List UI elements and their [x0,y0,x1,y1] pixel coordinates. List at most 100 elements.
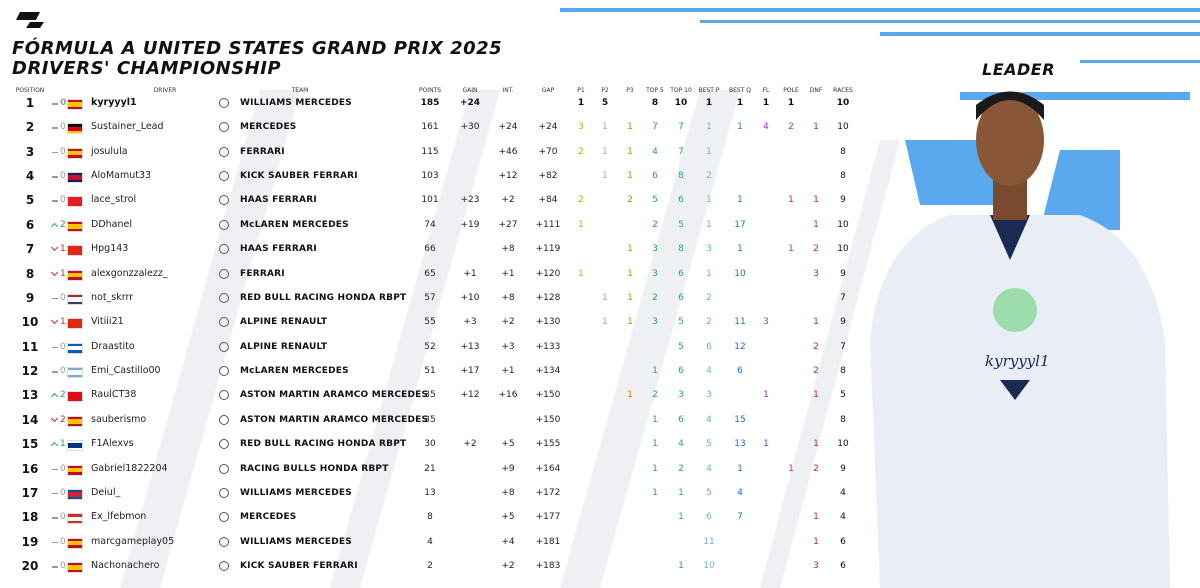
trend-icon [52,103,58,105]
interval: +27 [498,219,518,230]
leader-label: LEADER [982,60,1056,79]
races: 10 [837,122,849,133]
interval: +8 [501,292,515,303]
team-logo [219,390,229,401]
races: 5 [840,390,846,401]
column-header: GAIN [462,87,478,94]
top10: 6 [678,292,684,303]
top5: 6 [652,171,658,182]
team: RED BULL RACING HONDA RBPT [240,292,407,303]
gap: +130 [535,317,561,328]
column-header: TEAM [291,87,309,94]
p2: 1 [602,122,608,133]
driver: Sustainer_Lead [91,121,164,133]
team: RACING BULLS HONDA RBPT [240,463,389,474]
driver: josulula [91,145,128,157]
best-p: 3 [706,244,712,255]
gain: +30 [460,122,480,133]
gain: +1 [463,268,477,279]
p2: 5 [601,98,609,108]
position: 19 [21,534,39,549]
flag [67,440,83,452]
best-p: 10 [703,561,715,572]
p2: 1 [602,317,608,328]
gap: +150 [535,414,561,425]
interval: +4 [501,536,515,547]
p1: 1 [577,98,585,108]
top5: 2 [652,390,658,401]
interval: +3 [501,341,515,352]
position: 4 [25,169,35,184]
top10: 8 [678,244,684,255]
change: 0 [60,512,66,523]
gain: +24 [459,98,481,108]
change: 0 [60,487,66,498]
team: WILLIAMS MERCEDES [240,98,352,108]
fastest-lap: 1 [763,390,769,401]
team: RED BULL RACING HONDA RBPT [240,439,407,450]
pole: 2 [788,122,794,133]
races: 8 [840,414,846,425]
p2: 1 [602,292,608,303]
best-p: 1 [706,146,712,157]
dnf: 2 [813,366,819,377]
races: 9 [840,317,846,328]
team-logo [219,219,229,230]
interval: +16 [498,390,518,401]
flag [67,318,83,330]
position: 1 [25,96,35,110]
gap: +120 [535,268,561,279]
best-q: 4 [737,487,743,498]
races: 9 [840,268,846,279]
races: 7 [840,341,846,352]
team: ALPINE RENAULT [240,341,328,352]
trend-icon [52,371,58,373]
driver: kyryyyl1 [91,97,137,108]
column-header: FL [762,87,770,94]
position: 12 [21,364,39,379]
races: 10 [837,219,849,230]
leader-signature: kyryyyl1 [985,352,1050,370]
team-logo [219,98,229,108]
best-p: 1 [705,98,713,108]
change: 0 [60,292,66,303]
top5: 1 [652,487,658,498]
team-logo [219,122,229,133]
gap: +177 [535,512,561,523]
top5: 3 [652,244,658,255]
dnf: 1 [813,122,819,133]
flag [67,220,83,232]
driver: Hpg143 [91,243,129,255]
change: 0 [60,122,66,133]
flag [67,562,83,574]
position: 6 [25,217,35,232]
races: 4 [840,487,846,498]
trend-icon [52,200,58,202]
flag [67,537,83,549]
best-p: 4 [706,463,712,474]
team-logo [219,317,229,328]
points: 35 [424,414,436,425]
driver: marcgameplay05 [91,535,175,547]
points: 52 [424,341,436,352]
points: 185 [420,98,440,108]
p3: 1 [627,171,633,182]
best-q: 6 [737,366,743,377]
interval: +5 [501,439,515,450]
driver: AloMamut33 [91,170,152,182]
trend-icon [52,492,58,495]
best-q: 7 [737,512,743,523]
top5: 2 [652,219,658,230]
p1: 2 [578,195,584,206]
best-q: 12 [734,341,746,352]
p3: 2 [627,195,633,206]
team: KICK SAUBER FERRARI [240,561,358,572]
position: 3 [25,144,35,159]
dnf: 1 [813,219,819,230]
fastest-lap: 3 [763,317,769,328]
top10: 5 [678,317,684,328]
races: 9 [840,463,846,474]
team-logo [219,561,229,572]
dnf: 2 [813,463,819,474]
